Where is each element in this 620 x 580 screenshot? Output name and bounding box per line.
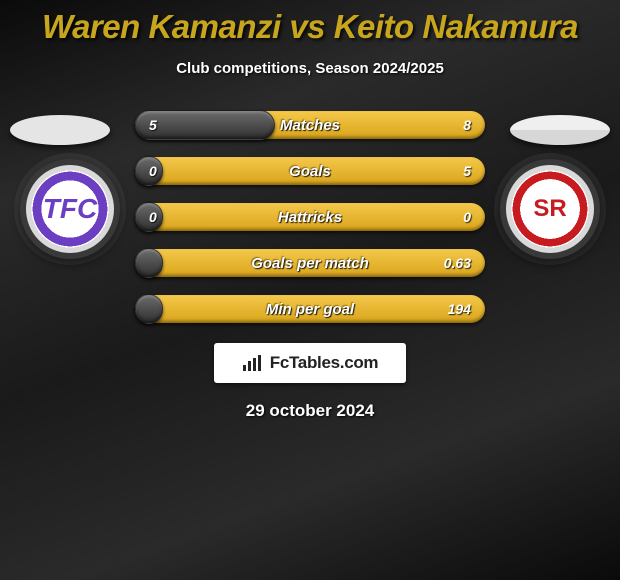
- crest-right-initials: SR: [533, 195, 566, 223]
- page-title: Waren Kamanzi vs Keito Nakamura: [42, 8, 578, 46]
- middle-section: TFC SR 5Matches80Goals50Hattricks0Goals …: [0, 111, 620, 331]
- stat-value-right: 5: [463, 157, 471, 185]
- stat-bars: 5Matches80Goals50Hattricks0Goals per mat…: [135, 111, 485, 323]
- subtitle: Club competitions, Season 2024/2025: [176, 60, 444, 77]
- flag-right: [510, 115, 610, 145]
- stat-label: Goals per match: [135, 249, 485, 277]
- club-crest-right: SR: [500, 159, 600, 259]
- comparison-card: Waren Kamanzi vs Keito Nakamura Club com…: [0, 0, 620, 580]
- brand-badge: FcTables.com: [214, 343, 407, 383]
- stat-value-right: 0: [463, 203, 471, 231]
- stat-label: Matches: [135, 111, 485, 139]
- stat-bar: 0Hattricks0: [135, 203, 485, 231]
- club-crest-left: TFC: [20, 159, 120, 259]
- chart-bars-icon: [242, 354, 264, 372]
- stat-value-right: 194: [448, 295, 471, 323]
- stat-label: Goals: [135, 157, 485, 185]
- stat-bar: 0Goals5: [135, 157, 485, 185]
- crest-left-initials: TFC: [43, 193, 97, 225]
- stat-value-right: 8: [463, 111, 471, 139]
- stat-bar: Min per goal194: [135, 295, 485, 323]
- stat-label: Min per goal: [135, 295, 485, 323]
- brand-text: FcTables.com: [270, 353, 379, 373]
- stat-label: Hattricks: [135, 203, 485, 231]
- stat-value-right: 0.63: [444, 249, 471, 277]
- generated-date: 29 october 2024: [246, 401, 375, 421]
- stat-bar: 5Matches8: [135, 111, 485, 139]
- stat-bar: Goals per match0.63: [135, 249, 485, 277]
- flag-left: [10, 115, 110, 145]
